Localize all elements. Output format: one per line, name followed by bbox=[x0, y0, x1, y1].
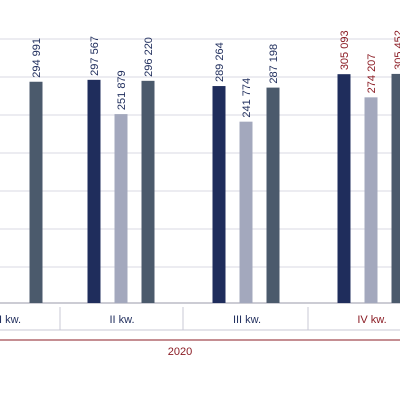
year-label: 2020 bbox=[168, 346, 192, 358]
value-label: 305 093 bbox=[339, 30, 351, 70]
value-labels: 297 567 289 264 305 093 251 879 241 774 274 2… bbox=[31, 30, 400, 118]
value-label: 296 220 bbox=[143, 37, 155, 77]
bar bbox=[364, 97, 378, 303]
bars bbox=[29, 73, 400, 304]
value-label: 294 991 bbox=[31, 38, 43, 78]
category-label: I kw. bbox=[0, 314, 21, 326]
bar bbox=[114, 114, 128, 303]
gridlines bbox=[0, 38, 400, 304]
bar bbox=[29, 81, 43, 304]
value-label: 305 452 bbox=[393, 30, 400, 70]
bar bbox=[239, 121, 253, 304]
bar bbox=[87, 79, 101, 303]
bar bbox=[391, 73, 400, 303]
category-label: III kw. bbox=[233, 314, 261, 326]
category-axis: I kw. II kw. III kw. IV kw. bbox=[0, 307, 400, 341]
value-label: 297 567 bbox=[89, 36, 101, 76]
bar bbox=[337, 74, 351, 303]
value-label: 251 879 bbox=[116, 70, 128, 110]
bar bbox=[266, 87, 280, 303]
value-label: 289 264 bbox=[214, 42, 226, 82]
bar bbox=[141, 80, 155, 304]
category-label: IV kw. bbox=[357, 314, 386, 326]
value-label: 241 774 bbox=[241, 78, 253, 118]
bar bbox=[212, 86, 226, 303]
category-label: II kw. bbox=[109, 314, 134, 326]
value-label: 287 198 bbox=[268, 44, 280, 84]
value-label: 274 207 bbox=[366, 54, 378, 94]
